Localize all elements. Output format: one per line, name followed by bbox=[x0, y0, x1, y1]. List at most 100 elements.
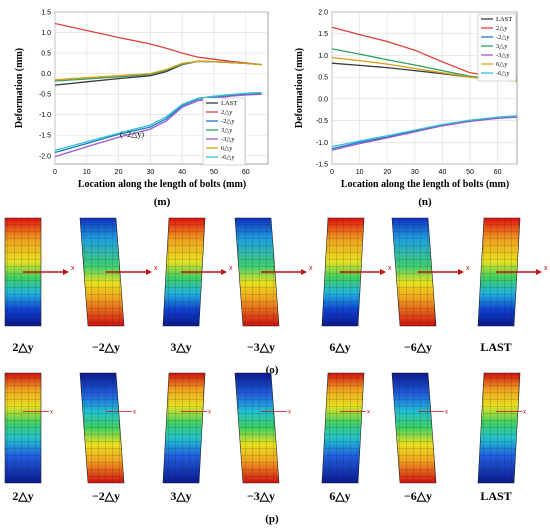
legend-entry: -3△y bbox=[221, 136, 235, 143]
chart-n-xlabel: Location along the length of bolts (mm) bbox=[341, 179, 509, 190]
fea-model-2: x 3△y bbox=[162, 372, 211, 503]
y-tick-label: -2.0 bbox=[39, 153, 51, 160]
fea-model-0: x 2△y bbox=[4, 217, 75, 354]
legend-entry: -6△y bbox=[496, 70, 510, 77]
fea-caption: 6△y bbox=[329, 340, 350, 354]
y-tick-label: 0.5 bbox=[318, 75, 328, 82]
x-tick-label: 50 bbox=[210, 169, 218, 176]
fea-caption: LAST bbox=[480, 340, 511, 354]
fea-model-2: x 3△y bbox=[162, 217, 233, 354]
fea-mesh bbox=[235, 373, 279, 483]
fea-caption: 3△y bbox=[170, 489, 191, 503]
series-line-2dy bbox=[54, 22, 262, 66]
x-tick-label: 30 bbox=[146, 169, 154, 176]
legend-entry: 6△y bbox=[221, 145, 233, 152]
panel-label-p: (p) bbox=[265, 513, 279, 525]
fea-caption: 2△y bbox=[12, 489, 33, 503]
axis-letter: x bbox=[466, 265, 470, 272]
legend-entry: LAST bbox=[496, 16, 512, 23]
y-tick-label: 0.0 bbox=[41, 71, 51, 78]
fea-model-0: x 2△y bbox=[4, 372, 53, 503]
arrow-head-icon bbox=[301, 269, 307, 275]
chart-m-annotation: (−2△y) bbox=[120, 130, 144, 139]
arrow-head-icon bbox=[221, 269, 227, 275]
axis-letter: x bbox=[50, 410, 53, 416]
axis-letter: x bbox=[523, 410, 526, 416]
fea-caption: −3△y bbox=[247, 489, 275, 503]
axis-letter: x bbox=[367, 410, 370, 416]
panel-label-n: (n) bbox=[418, 196, 432, 208]
fea-mesh bbox=[322, 373, 364, 483]
fea-model-5: x −6△y bbox=[391, 217, 470, 354]
x-tick-label: 0 bbox=[330, 169, 334, 176]
y-tick-label: -1.5 bbox=[39, 133, 51, 140]
fea-caption: −3△y bbox=[247, 340, 275, 354]
series-line--2dy bbox=[54, 92, 262, 154]
fea-model-3: x −3△y bbox=[234, 217, 313, 354]
series-line--6dy bbox=[331, 115, 518, 148]
fea-mesh bbox=[478, 373, 520, 483]
legend-entry: 6△y bbox=[496, 61, 508, 68]
axis-letter: x bbox=[309, 265, 313, 272]
axis-letter: x bbox=[388, 265, 392, 272]
fea-model-5: x −6△y bbox=[391, 372, 448, 503]
series-line--6dy bbox=[54, 91, 262, 152]
fea-model-6: x LAST bbox=[477, 372, 526, 503]
legend-entry: 2△y bbox=[496, 25, 508, 32]
fea-mesh bbox=[392, 218, 436, 326]
y-tick-label: 1.0 bbox=[318, 53, 328, 60]
fea-mesh bbox=[80, 218, 124, 326]
chart-m-xlabel: Location along the length of bolts (mm) bbox=[78, 179, 246, 190]
legend-entry: 3△y bbox=[496, 43, 508, 50]
fea-model-3: x −3△y bbox=[234, 372, 291, 503]
x-tick-label: 20 bbox=[115, 169, 123, 176]
axis-letter: x bbox=[133, 410, 136, 416]
chart-n-ticks: 0 10 20 30 40 50 60 -1.5 -1.0 -0.5 0.0 0.5 1.0 1.5 2.0 bbox=[316, 10, 502, 177]
axis-letter: x bbox=[208, 410, 211, 416]
x-tick-label: 40 bbox=[439, 169, 447, 176]
chart-n: 0 10 20 30 40 50 60 -1.5 -1.0 -0.5 0.0 0.5 1.0 1.5 2.0… bbox=[294, 10, 518, 190]
arrow-head-icon bbox=[380, 269, 386, 275]
x-tick-label: 50 bbox=[466, 169, 474, 176]
fea-mesh bbox=[392, 373, 436, 483]
y-tick-label: 1.0 bbox=[41, 30, 51, 37]
fea-caption: 6△y bbox=[329, 489, 350, 503]
y-tick-label: -0.5 bbox=[316, 118, 328, 125]
axis-letter: x bbox=[229, 265, 233, 272]
fea-model-4: x 6△y bbox=[321, 217, 392, 354]
chart-m-ticks: 0 10 20 30 40 50 60 -2.0 -1.5 -1.0 -0.5 0.0 0.5 1.0 1.… bbox=[39, 10, 250, 177]
fea-mesh bbox=[235, 218, 279, 326]
y-tick-label: 1.5 bbox=[318, 31, 328, 38]
x-tick-label: 10 bbox=[83, 169, 91, 176]
y-tick-label: -0.5 bbox=[39, 92, 51, 99]
arrow-head-icon bbox=[63, 269, 69, 275]
series-line-6dy bbox=[54, 60, 262, 81]
axis-letter: x bbox=[71, 265, 75, 272]
fea-caption: −2△y bbox=[92, 489, 120, 503]
fea-caption: −6△y bbox=[404, 489, 432, 503]
fea-caption: −2△y bbox=[92, 340, 120, 354]
legend-entry: 2△y bbox=[221, 109, 233, 116]
x-tick-label: 40 bbox=[178, 169, 186, 176]
fea-model-1: x −2△y bbox=[79, 217, 158, 354]
series-line--3dy bbox=[54, 93, 262, 158]
fea-caption: −6△y bbox=[404, 340, 432, 354]
legend-box bbox=[477, 13, 517, 82]
legend-entry: -2△y bbox=[496, 34, 510, 41]
arrow-head-icon bbox=[458, 269, 464, 275]
legend-entry: LAST bbox=[221, 100, 237, 107]
fea-mesh bbox=[80, 373, 124, 483]
legend-box bbox=[202, 97, 246, 166]
x-tick-label: 0 bbox=[53, 169, 57, 176]
legend-entry: 3△y bbox=[221, 127, 233, 134]
arrow-head-icon bbox=[536, 269, 542, 275]
x-tick-label: 20 bbox=[383, 169, 391, 176]
y-tick-label: -1.0 bbox=[39, 112, 51, 119]
legend-entry: -6△y bbox=[221, 154, 235, 161]
x-tick-label: 10 bbox=[356, 169, 364, 176]
chart-m-ylabel: Deformation (mm) bbox=[14, 48, 25, 128]
legend-entry: -2△y bbox=[221, 118, 235, 125]
panel-label-m: (m) bbox=[154, 196, 171, 208]
fea-model-4: x 6△y bbox=[321, 372, 370, 503]
fea-caption: LAST bbox=[480, 489, 511, 503]
